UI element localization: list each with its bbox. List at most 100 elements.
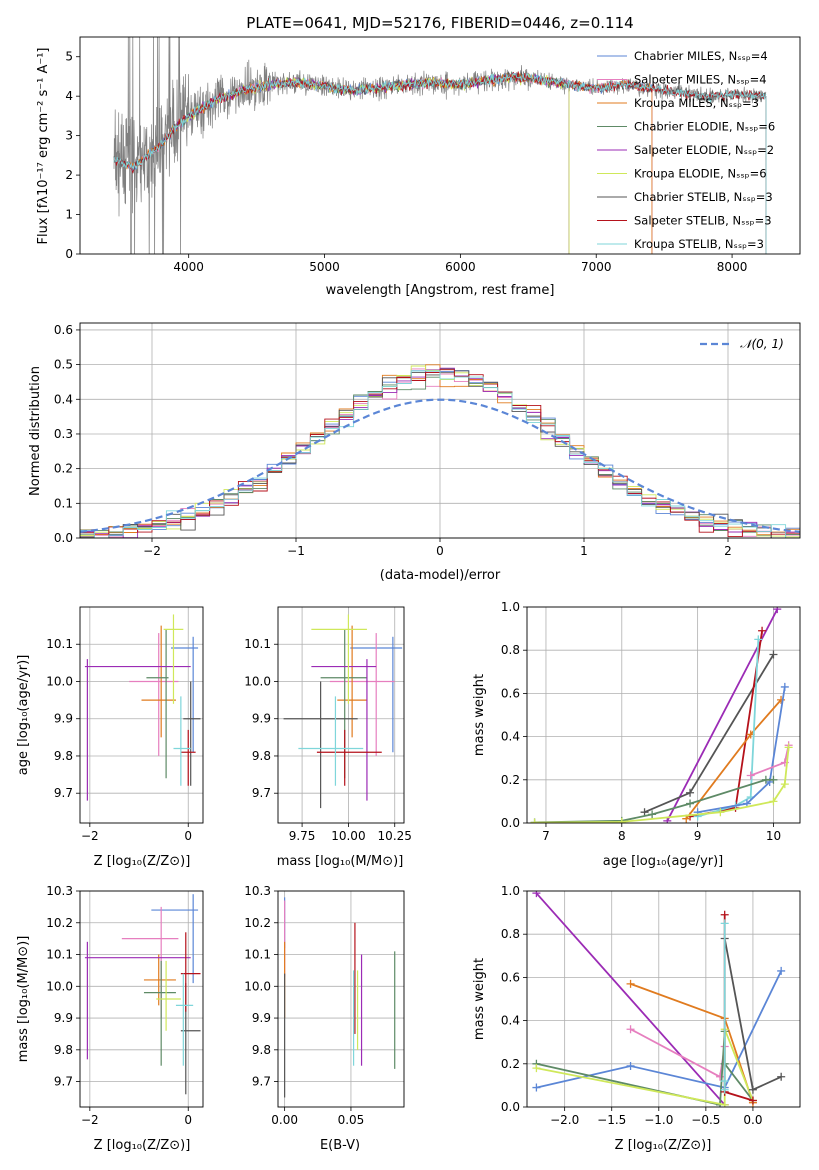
series-kroupa_elodie [534, 747, 790, 823]
y-tick-label: 0.5 [54, 358, 73, 372]
y-tick-label: 9.8 [252, 749, 271, 763]
marker-chabrier_elodie [648, 810, 657, 819]
marker-salpeter_elodie [773, 607, 782, 614]
plot-clip [283, 614, 403, 809]
y-tick-label: 0.0 [54, 531, 73, 545]
y-tick-label: 0.6 [54, 323, 73, 337]
series-salpeter_miles [750, 745, 790, 777]
series-chabrier_miles [697, 686, 786, 814]
y-tick-label: 0.2 [501, 773, 520, 787]
marker-chabrier_miles [780, 682, 789, 691]
marker-chabrier_miles [532, 1083, 541, 1092]
y-tick-label: 9.7 [54, 786, 73, 800]
marker-kroupa_elodie [784, 743, 793, 752]
marker-salpeter_stelib [720, 910, 729, 919]
marker-chabrier_miles [777, 966, 786, 975]
figure-title: PLATE=0641, MJD=52176, FIBERID=0446, z=0… [246, 14, 633, 32]
x-tick-label: 0.0 [743, 1113, 762, 1127]
y-tick-label: 1.0 [501, 884, 520, 898]
x-tick-label: 8 [618, 829, 626, 843]
series-kroupa_stelib [697, 639, 760, 818]
grid [278, 607, 404, 823]
series-chabrier_elodie [534, 778, 774, 823]
histogram-kroupa_stelib [80, 370, 800, 538]
age-vs-mass-xlabel: mass [log₁₀(M/M⊙)] [277, 854, 404, 869]
age-vs-Z-ylabel: age [log₁₀(age/yr)] [16, 655, 31, 776]
marker-chabrier_elodie [761, 775, 770, 784]
axes-frame [526, 890, 801, 1108]
y-tick-label: 0.0 [501, 816, 520, 830]
y-tick-label: 0.2 [54, 462, 73, 476]
marker-chabrier_stelib [686, 788, 695, 797]
y-tick-label: 9.9 [54, 1011, 73, 1025]
y-tick-label: 4 [65, 89, 73, 103]
x-tick-label: −1.0 [644, 1113, 673, 1127]
x-tick-label: 1 [580, 544, 588, 558]
y-tick-label: 10.0 [46, 674, 73, 688]
x-tick-label: −2 [81, 829, 99, 843]
mass-vs-EBV-xlabel: E(B-V) [320, 1138, 360, 1153]
marker-kroupa_stelib [720, 1085, 729, 1094]
marker-kroupa_elodie [780, 780, 789, 789]
mass-vs-EBV-panel: 0.00 0.05 9.7 9.8 9.9 10.0 10.1 10.2 10.3 E(B-V) [244, 884, 405, 1153]
mass-vs-Z-panel: −2 0 9.7 9.8 9.9 10.0 10.1 10.2 10.3 Z [log₁₀(Z/… [16, 884, 204, 1153]
y-tick-label: 1 [65, 208, 73, 222]
residuals-ylabel: Normed distribution [28, 366, 43, 496]
marker-salpeter_stelib [758, 626, 767, 635]
spectrum-legend: Chabrier MILES, Nₛₛₚ=4 Salpeter MILES, Nₛ… [597, 49, 775, 251]
legend-label-kroupa_miles: Kroupa MILES, Nₛₛₚ=3 [634, 96, 759, 110]
normal-curve [80, 398, 800, 533]
axes-frame [79, 890, 204, 1108]
y-tick-label: 10.0 [244, 674, 271, 688]
marker-chabrier_miles [626, 1061, 635, 1070]
series-salpeter_elodie [666, 608, 779, 822]
weight-vs-Z-xlabel: Z [log₁₀(Z/Z⊙)] [615, 1138, 712, 1153]
y-tick-label: 9.7 [54, 1075, 73, 1089]
y-tick-label: 9.8 [54, 749, 73, 763]
y-tick-label: 9.8 [252, 1043, 271, 1057]
x-tick-label: 5000 [309, 260, 340, 274]
marker-kroupa_stelib [720, 919, 729, 928]
y-tick-label: 5 [65, 50, 73, 64]
legend-label-salpeter_elodie: Salpeter ELODIE, Nₛₛₚ=2 [634, 143, 774, 157]
residuals-panel: −2 −1 0 1 2 0.0 0.1 0.2 0.3 0.4 0.5 0.6 𝒩(0, 1) (dat… [28, 322, 801, 583]
y-tick-label: 10.2 [46, 916, 73, 930]
series-salpeter_elodie [535, 892, 726, 1106]
y-tick-label: 0.1 [54, 496, 73, 510]
plot-clip [84, 614, 201, 801]
marker-kroupa_miles [777, 695, 786, 704]
legend-label-chabrier_elodie: Chabrier ELODIE, Nₛₛₚ=6 [634, 120, 775, 134]
x-tick-label: −1.5 [597, 1113, 626, 1127]
y-tick-label: 9.9 [252, 712, 271, 726]
legend-label-salpeter_stelib: Salpeter STELIB, Nₛₛₚ=3 [634, 214, 772, 228]
x-tick-label: 6000 [445, 260, 476, 274]
mass-vs-Z-xlabel: Z [log₁₀(Z/Z⊙)] [94, 1138, 191, 1153]
axes-frame [526, 606, 801, 824]
x-tick-label: 7000 [581, 260, 612, 274]
x-tick-label: 10.00 [331, 829, 365, 843]
series-kroupa_miles [630, 983, 754, 1103]
marker-salpeter_stelib [748, 1096, 757, 1105]
x-tick-label: 8000 [717, 260, 748, 274]
x-tick-label: 0 [436, 544, 444, 558]
y-tick-label: 1.0 [501, 600, 520, 614]
marker-chabrier_stelib [769, 650, 778, 659]
marker-salpeter_miles [746, 771, 755, 780]
y-tick-label: 0.4 [54, 392, 73, 406]
y-tick-label: 10.3 [244, 884, 271, 898]
x-tick-label: 7 [542, 829, 550, 843]
weight-vs-age-ylabel: mass weight [472, 674, 487, 756]
weight-vs-Z-ylabel: mass weight [472, 958, 487, 1040]
legend-label-salpeter_miles: Salpeter MILES, Nₛₛₚ=4 [634, 73, 767, 87]
y-tick-label: 0 [65, 247, 73, 261]
x-tick-label: 0.05 [338, 1113, 365, 1127]
marker-kroupa_stelib [720, 1077, 729, 1086]
y-tick-label: 10.0 [244, 979, 271, 993]
weight-vs-Z-panel: −2.0 −1.5 −1.0 −0.5 0.0 0.0 0.2 0.4 0.6 0.8 1.0 Z … [472, 884, 801, 1153]
x-tick-label: −0.5 [691, 1113, 720, 1127]
y-tick-label: 9.9 [54, 712, 73, 726]
marker-chabrier_elodie [686, 799, 695, 808]
legend-label-kroupa_stelib: Kroupa STELIB, Nₛₛₚ=3 [634, 237, 764, 251]
y-tick-label: 3 [65, 129, 73, 143]
